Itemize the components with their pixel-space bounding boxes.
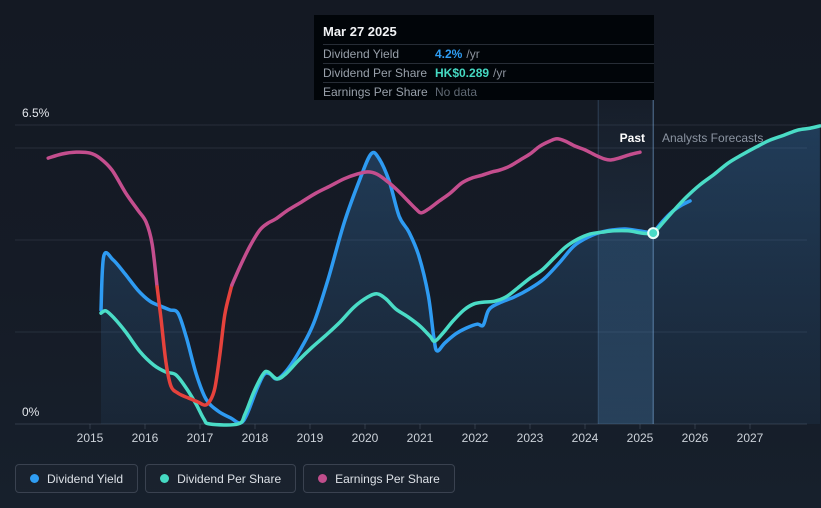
x-tick-label: 2016 [131, 431, 159, 445]
tooltip-value: No data [435, 85, 478, 99]
tooltip-row-dividend-per-share: Dividend Per Share HK$0.289 /yr [323, 63, 654, 82]
x-tick-label: 2017 [186, 431, 214, 445]
legend-label: Dividend Yield [47, 471, 124, 486]
tooltip-label: Dividend Per Share [323, 66, 428, 80]
x-tick-label: 2022 [461, 431, 489, 445]
x-tick-label: 2023 [516, 431, 544, 445]
x-tick-label: 2020 [351, 431, 379, 445]
x-tick-label: 2024 [571, 431, 599, 445]
current-value-marker [647, 227, 660, 240]
tooltip-value: 4.2% [435, 47, 463, 61]
chart-legend: Dividend Yield Dividend Per Share Earnin… [15, 464, 455, 493]
x-tick-label: 2027 [736, 431, 764, 445]
analysts-forecasts-zone-label: Analysts Forecasts [662, 131, 764, 145]
x-tick-label: 2015 [76, 431, 104, 445]
dividend-yield-dot-icon [30, 474, 39, 483]
tooltip-row-earnings-per-share: Earnings Per Share No data [323, 82, 654, 101]
past-zone-label: Past [619, 131, 645, 145]
x-tick-label: 2021 [406, 431, 434, 445]
tooltip-label: Dividend Yield [323, 47, 400, 61]
tooltip-unit: /yr [466, 47, 480, 61]
tooltip-unit: /yr [493, 66, 507, 80]
x-tick-label: 2018 [241, 431, 269, 445]
legend-item-dividend-per-share[interactable]: Dividend Per Share [145, 464, 297, 493]
tooltip-label: Earnings Per Share [323, 85, 428, 99]
tooltip-row-dividend-yield: Dividend Yield 4.2% /yr [323, 44, 654, 63]
recent-period-highlight-band [597, 100, 654, 424]
hover-tooltip: Mar 27 2025 Dividend Yield 4.2% /yr Divi… [314, 15, 654, 100]
dividend-per-share-dot-icon [160, 474, 170, 483]
y-axis-min-label: 0% [22, 405, 40, 419]
earnings-per-share-dot-icon [318, 474, 328, 483]
chart-plot-area[interactable] [0, 0, 821, 460]
y-axis-max-label: 6.5% [22, 106, 50, 120]
x-tick-label: 2026 [681, 431, 709, 445]
legend-label: Dividend Per Share [177, 471, 282, 486]
tooltip-date: Mar 27 2025 [323, 24, 397, 39]
legend-item-dividend-yield[interactable]: Dividend Yield [15, 464, 139, 493]
series-lines [46, 124, 821, 427]
legend-item-earnings-per-share[interactable]: Earnings Per Share [303, 464, 455, 493]
yield-area-fill [101, 125, 820, 425]
tooltip-value: HK$0.289 [435, 66, 490, 80]
legend-label: Earnings Per Share [335, 471, 440, 486]
x-tick-label: 2019 [296, 431, 324, 445]
x-tick-label: 2025 [626, 431, 654, 445]
